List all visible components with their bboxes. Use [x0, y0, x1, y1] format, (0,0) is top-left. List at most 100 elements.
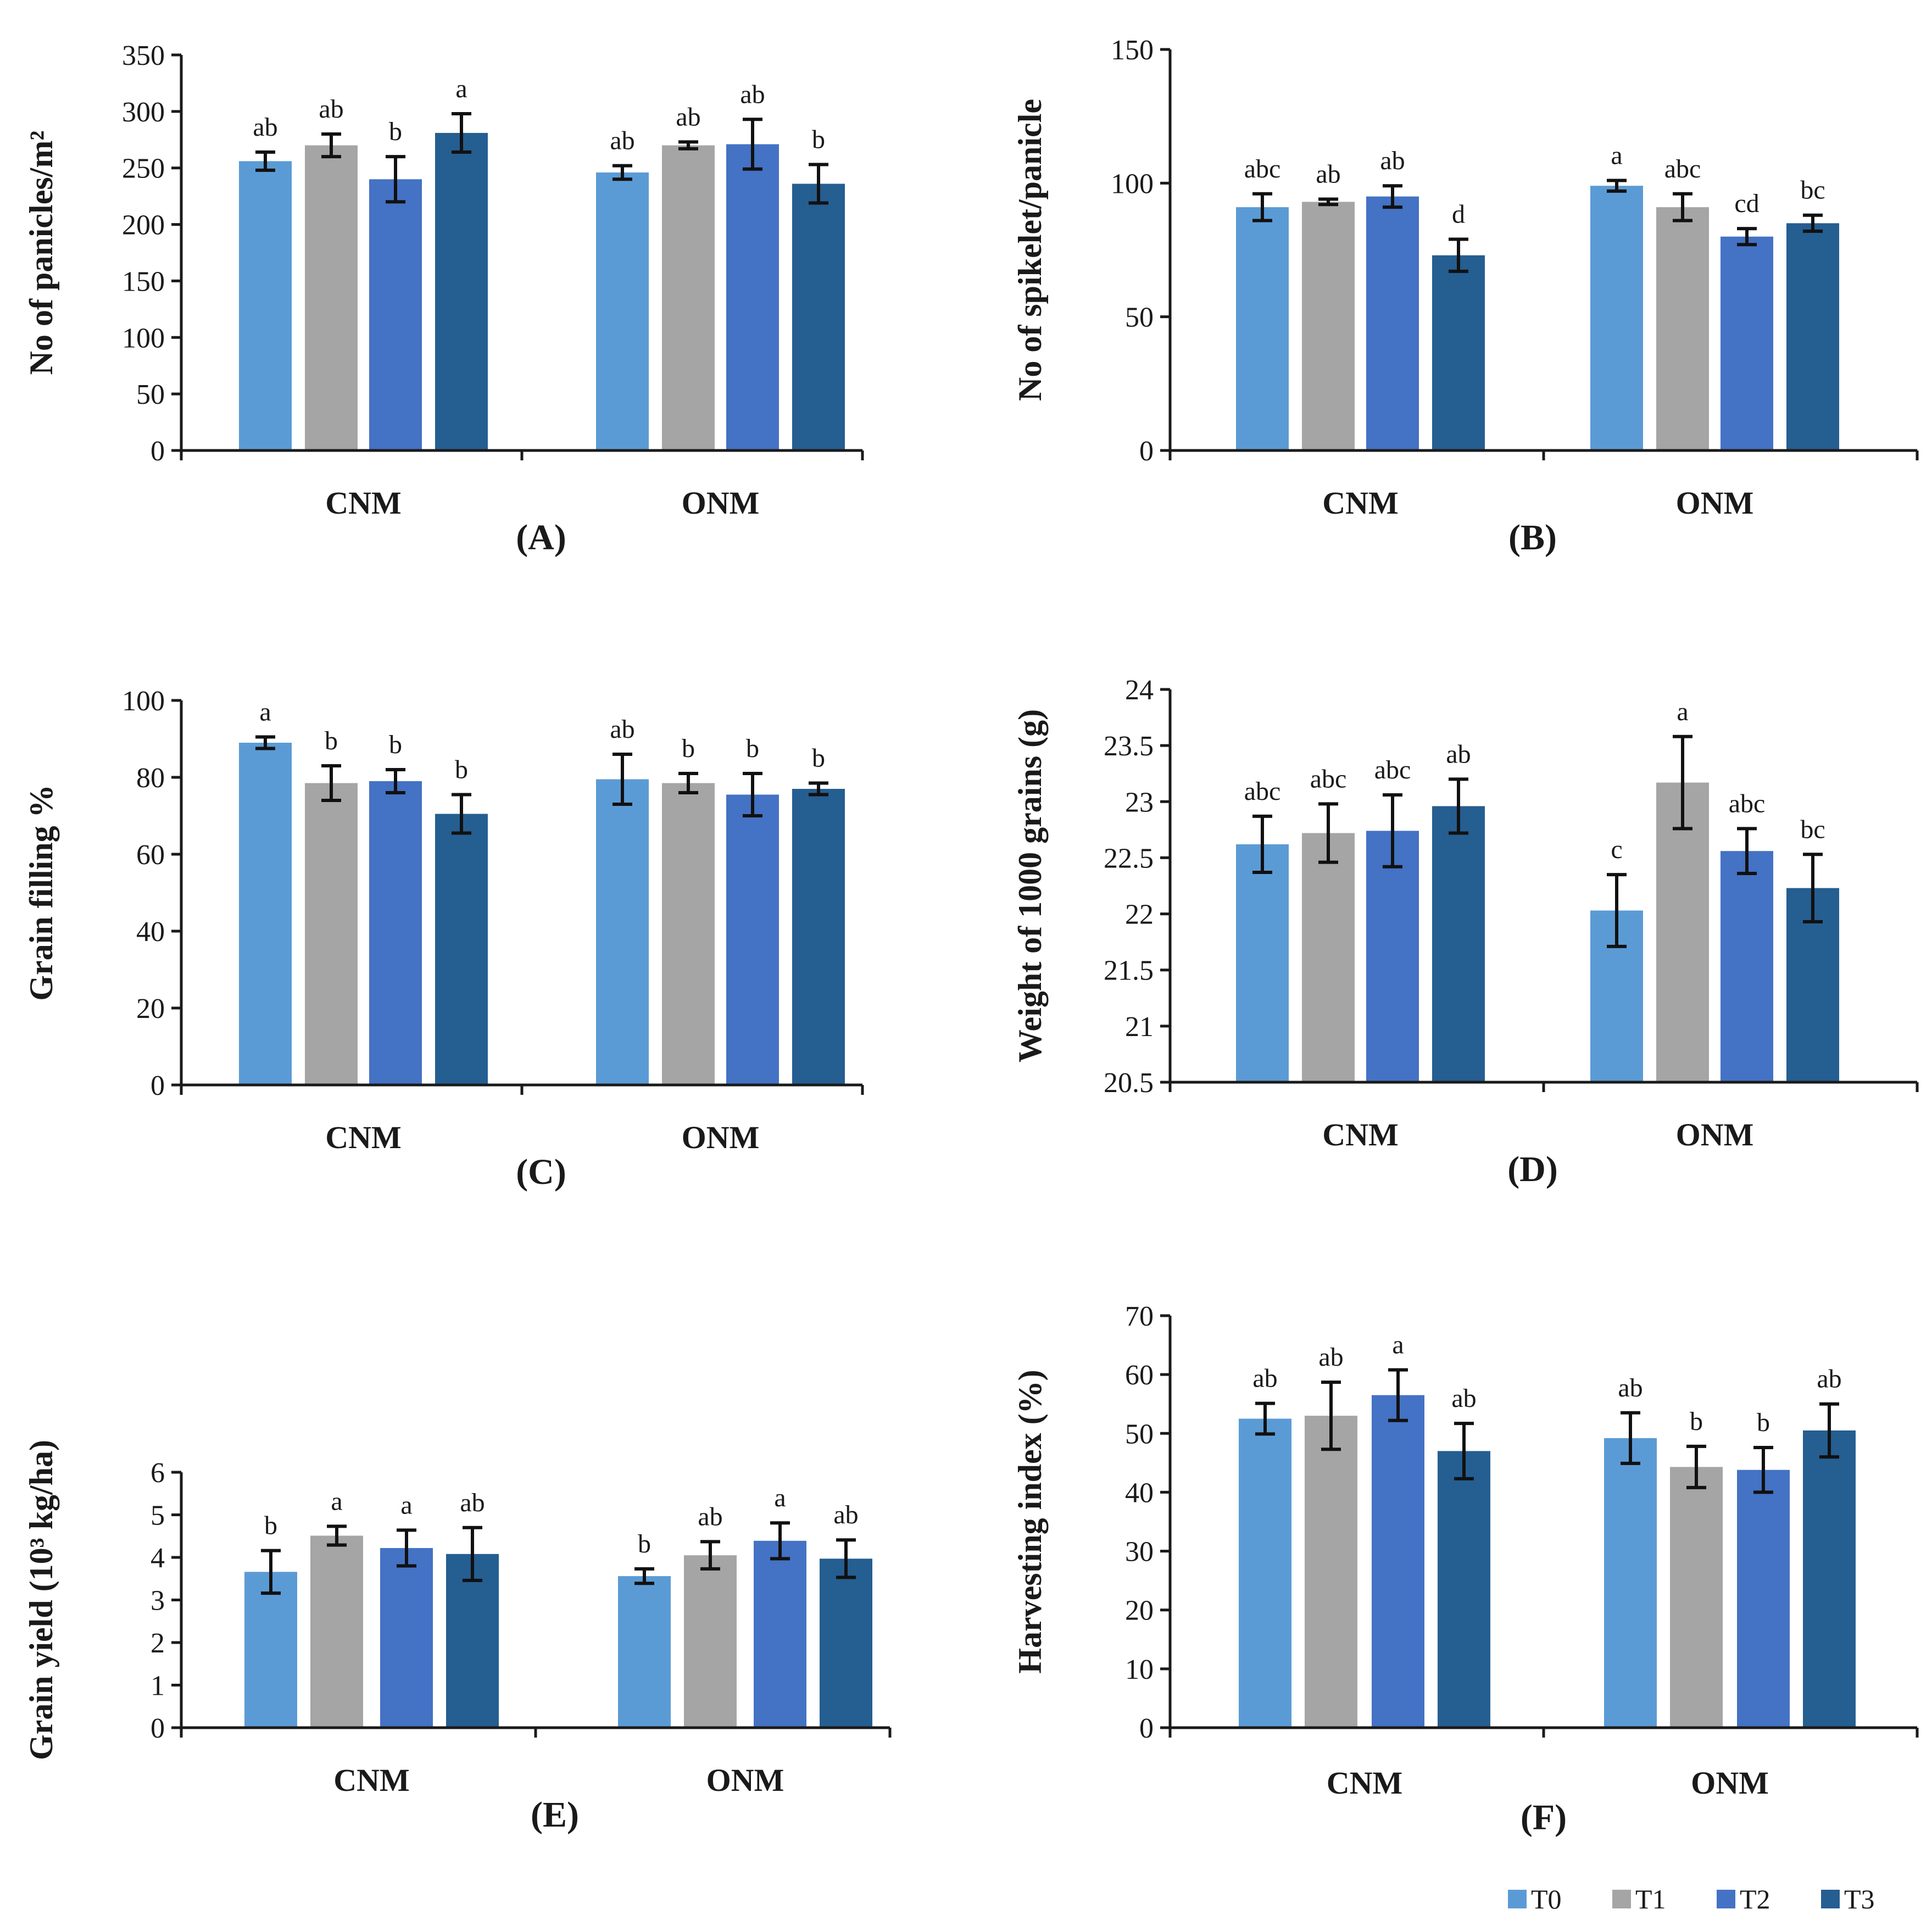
bar-t2-cnm [369, 179, 422, 450]
category-label-onm: ONM [1676, 1117, 1754, 1153]
bar-t2-onm [1721, 851, 1773, 1082]
significance-letter: ab [253, 113, 277, 142]
panel-a: 0 50 100 150 200 250 300 350 ab ab b a ab ab ab b CNM ONM… [23, 40, 864, 558]
y-tick-label: 0 [1139, 436, 1154, 467]
y-tick-label: 4 [151, 1543, 165, 1574]
bar-t3-cnm [1432, 255, 1485, 450]
bar-t1-cnm [310, 1535, 363, 1728]
bar-t2-cnm [1372, 1395, 1424, 1728]
category-label-cnm: CNM [325, 1120, 402, 1155]
significance-letter: ab [610, 715, 634, 744]
category-label-onm: ONM [1691, 1765, 1769, 1801]
category-label-cnm: CNM [1322, 485, 1399, 521]
legend: T0 T1 T2 T3 [1508, 1884, 1875, 1914]
significance-letter: a [331, 1487, 342, 1516]
category-label-cnm: CNM [1327, 1765, 1403, 1801]
y-tick-label: 23.5 [1104, 731, 1154, 762]
y-tick-label: 80 [136, 762, 165, 794]
significance-letter: bc [1800, 815, 1825, 844]
significance-letter: ab [610, 126, 634, 155]
y-tick-label: 3 [151, 1585, 165, 1617]
bar-t3-onm [820, 1558, 872, 1728]
significance-letter: abc [1310, 764, 1347, 793]
panel-label: (A) [516, 517, 566, 558]
bar-t2-onm [1721, 236, 1773, 450]
bar-t2-cnm [1366, 831, 1419, 1082]
y-axis-title: No of panicles/m² [23, 131, 59, 375]
y-tick-label: 5 [151, 1500, 165, 1532]
y-tick-label: 250 [122, 153, 165, 185]
category-label-onm: ONM [706, 1762, 784, 1798]
bar-t3-onm [792, 789, 845, 1085]
bar-t2-cnm [380, 1548, 433, 1728]
bar-t3-cnm [1432, 806, 1485, 1082]
legend-swatch [1508, 1890, 1527, 1908]
y-tick-label: 30 [1125, 1537, 1154, 1568]
y-tick-label: 100 [122, 322, 165, 354]
significance-letter: b [638, 1529, 651, 1558]
bar-t1-onm [662, 145, 715, 451]
bar-t1-onm [684, 1555, 737, 1728]
significance-letter: ab [1316, 160, 1340, 189]
significance-letter: a [455, 74, 467, 103]
significance-letter: ab [740, 80, 765, 109]
bar-t1-onm [1656, 207, 1709, 450]
bar-t0-cnm [239, 743, 292, 1085]
legend-item-t0: T0 [1508, 1884, 1562, 1914]
bar-t2-onm [754, 1540, 806, 1728]
bar-t1-cnm [1302, 833, 1355, 1082]
legend-swatch [1717, 1890, 1735, 1908]
significance-letter: a [774, 1483, 786, 1512]
bar-t3-cnm [1438, 1451, 1490, 1728]
category-label-cnm: CNM [325, 485, 402, 521]
y-axis-title: Grain yield (10³ kg/ha) [23, 1440, 59, 1760]
significance-letter: b [812, 125, 825, 154]
bar-t0-cnm [239, 161, 292, 450]
y-tick-label: 60 [1125, 1360, 1154, 1391]
bar-t3-cnm [435, 132, 488, 450]
y-axis-title: Weight of 1000 grains (g) [1012, 709, 1048, 1062]
y-axis-title: No of spikelet/panicle [1012, 99, 1048, 401]
y-tick-label: 6 [151, 1457, 165, 1489]
y-tick-label: 60 [136, 839, 165, 871]
significance-letter: ab [1451, 1384, 1476, 1413]
y-tick-label: 24 [1125, 675, 1154, 706]
bar-t0-cnm [244, 1572, 297, 1728]
legend-item-t3: T3 [1821, 1884, 1875, 1914]
y-tick-label: 20.5 [1104, 1067, 1154, 1099]
y-tick-label: 20 [136, 993, 165, 1025]
significance-letter: ab [1446, 739, 1471, 769]
y-tick-label: 100 [122, 686, 165, 717]
bar-t1-cnm [305, 783, 358, 1085]
significance-letter: ab [698, 1502, 722, 1531]
bar-t1-cnm [1302, 202, 1355, 450]
panel-f: 0 10 20 30 40 50 60 70 ab ab a ab ab b b ab CNM ONM (F) Har… [1012, 1301, 1919, 1838]
significance-letter: b [812, 744, 825, 773]
y-tick-label: 350 [122, 40, 165, 71]
significance-letter: ab [1318, 1343, 1343, 1372]
bar-t2-onm [726, 144, 779, 450]
bar-t2-cnm [369, 781, 422, 1085]
bar-t0-onm [596, 172, 649, 450]
bar-t0-onm [596, 779, 649, 1085]
significance-letter: b [746, 734, 759, 763]
y-tick-label: 50 [136, 379, 165, 410]
legend-label: T3 [1844, 1884, 1875, 1914]
y-tick-label: 2 [151, 1628, 165, 1659]
significance-letter: ab [1380, 146, 1405, 175]
significance-letter: ab [319, 94, 343, 124]
significance-letter: b [1757, 1408, 1770, 1437]
y-tick-label: 22 [1125, 899, 1154, 931]
bar-t0-cnm [1239, 1418, 1291, 1728]
y-axis-title: Grain filling % [23, 784, 59, 1000]
y-tick-label: 40 [1125, 1477, 1154, 1508]
significance-letter: a [400, 1490, 412, 1519]
y-axis-title: Harvesting index (%) [1012, 1370, 1048, 1673]
significance-letter: a [1677, 697, 1688, 726]
category-label-onm: ONM [682, 485, 760, 521]
bar-t3-onm [792, 183, 845, 450]
y-tick-label: 300 [122, 97, 165, 128]
y-tick-label: 0 [1139, 1713, 1154, 1744]
